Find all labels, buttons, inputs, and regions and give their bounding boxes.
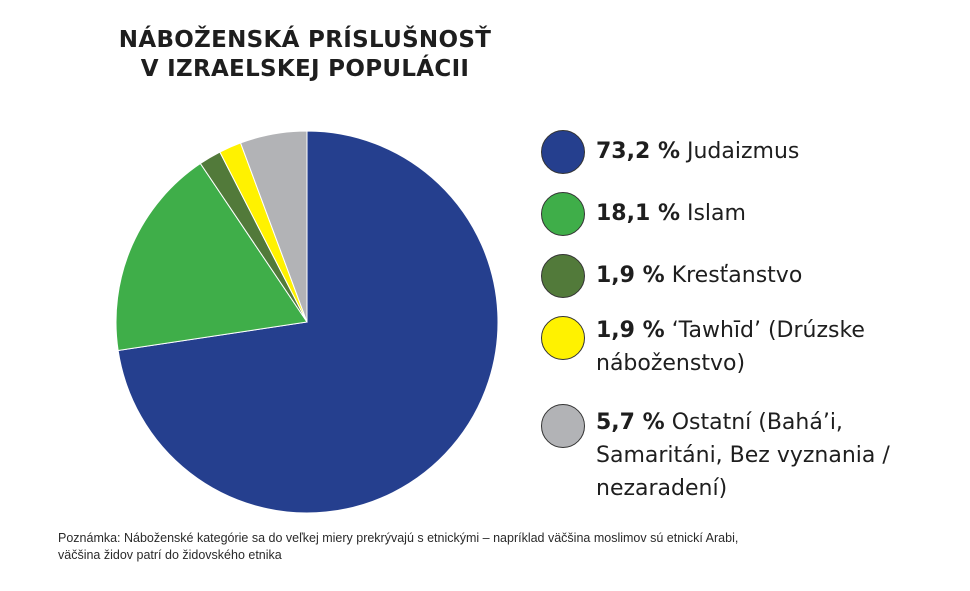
legend-name-ostatni: Ostatní (Bahá’i, Samaritáni, Bez vyznani…	[596, 410, 890, 501]
legend-swatch-tawhid	[541, 316, 585, 360]
chart-title-line-2: V IZRAELSKEJ POPULÁCII	[140, 56, 470, 82]
legend-name-krestanstvo: Kresťanstvo	[671, 263, 803, 288]
pie-slice-islam	[115, 162, 308, 352]
legend-swatch-islam	[541, 192, 585, 236]
legend-name-islam: Islam	[686, 201, 746, 226]
legend-label-islam: 18,1 % Islam	[596, 197, 926, 230]
footnote-line-2: väčšina židov patrí do židovského etnika	[58, 548, 282, 562]
legend-name-tawhid: ‘Tawhīd’ (Drúzske náboženstvo)	[596, 318, 865, 376]
legend-value-judaizmus: 73,2 %	[596, 139, 680, 164]
legend-label-ostatni: 5,7 % Ostatní (Bahá’i, Samaritáni, Bez v…	[596, 406, 906, 505]
legend-value-krestanstvo: 1,9 %	[596, 263, 665, 288]
pie-chart	[115, 130, 499, 514]
footnote-line-1: Poznámka: Náboženské kategórie sa do veľ…	[58, 531, 739, 545]
legend-label-krestanstvo: 1,9 % Kresťanstvo	[596, 259, 926, 292]
legend-name-judaizmus: Judaizmus	[686, 139, 800, 164]
legend-swatch-judaizmus	[541, 130, 585, 174]
chart-title: NÁBOŽENSKÁ PRÍSLUŠNOSŤ V IZRAELSKEJ POPU…	[60, 26, 550, 84]
legend-label-judaizmus: 73,2 % Judaizmus	[596, 135, 926, 168]
footnote: Poznámka: Náboženské kategórie sa do veľ…	[58, 530, 918, 564]
legend-swatch-ostatni	[541, 404, 585, 448]
legend-swatch-krestanstvo	[541, 254, 585, 298]
legend-label-tawhid: 1,9 % ‘Tawhīd’ (Drúzske náboženstvo)	[596, 314, 896, 380]
legend-value-ostatni: 5,7 %	[596, 410, 665, 435]
chart-title-line-1: NÁBOŽENSKÁ PRÍSLUŠNOSŤ	[118, 27, 492, 53]
pie-slice-judaizmus	[117, 130, 499, 514]
legend-value-tawhid: 1,9 %	[596, 318, 665, 343]
legend-value-islam: 18,1 %	[596, 201, 680, 226]
pie-slice-ostatni	[239, 130, 308, 323]
